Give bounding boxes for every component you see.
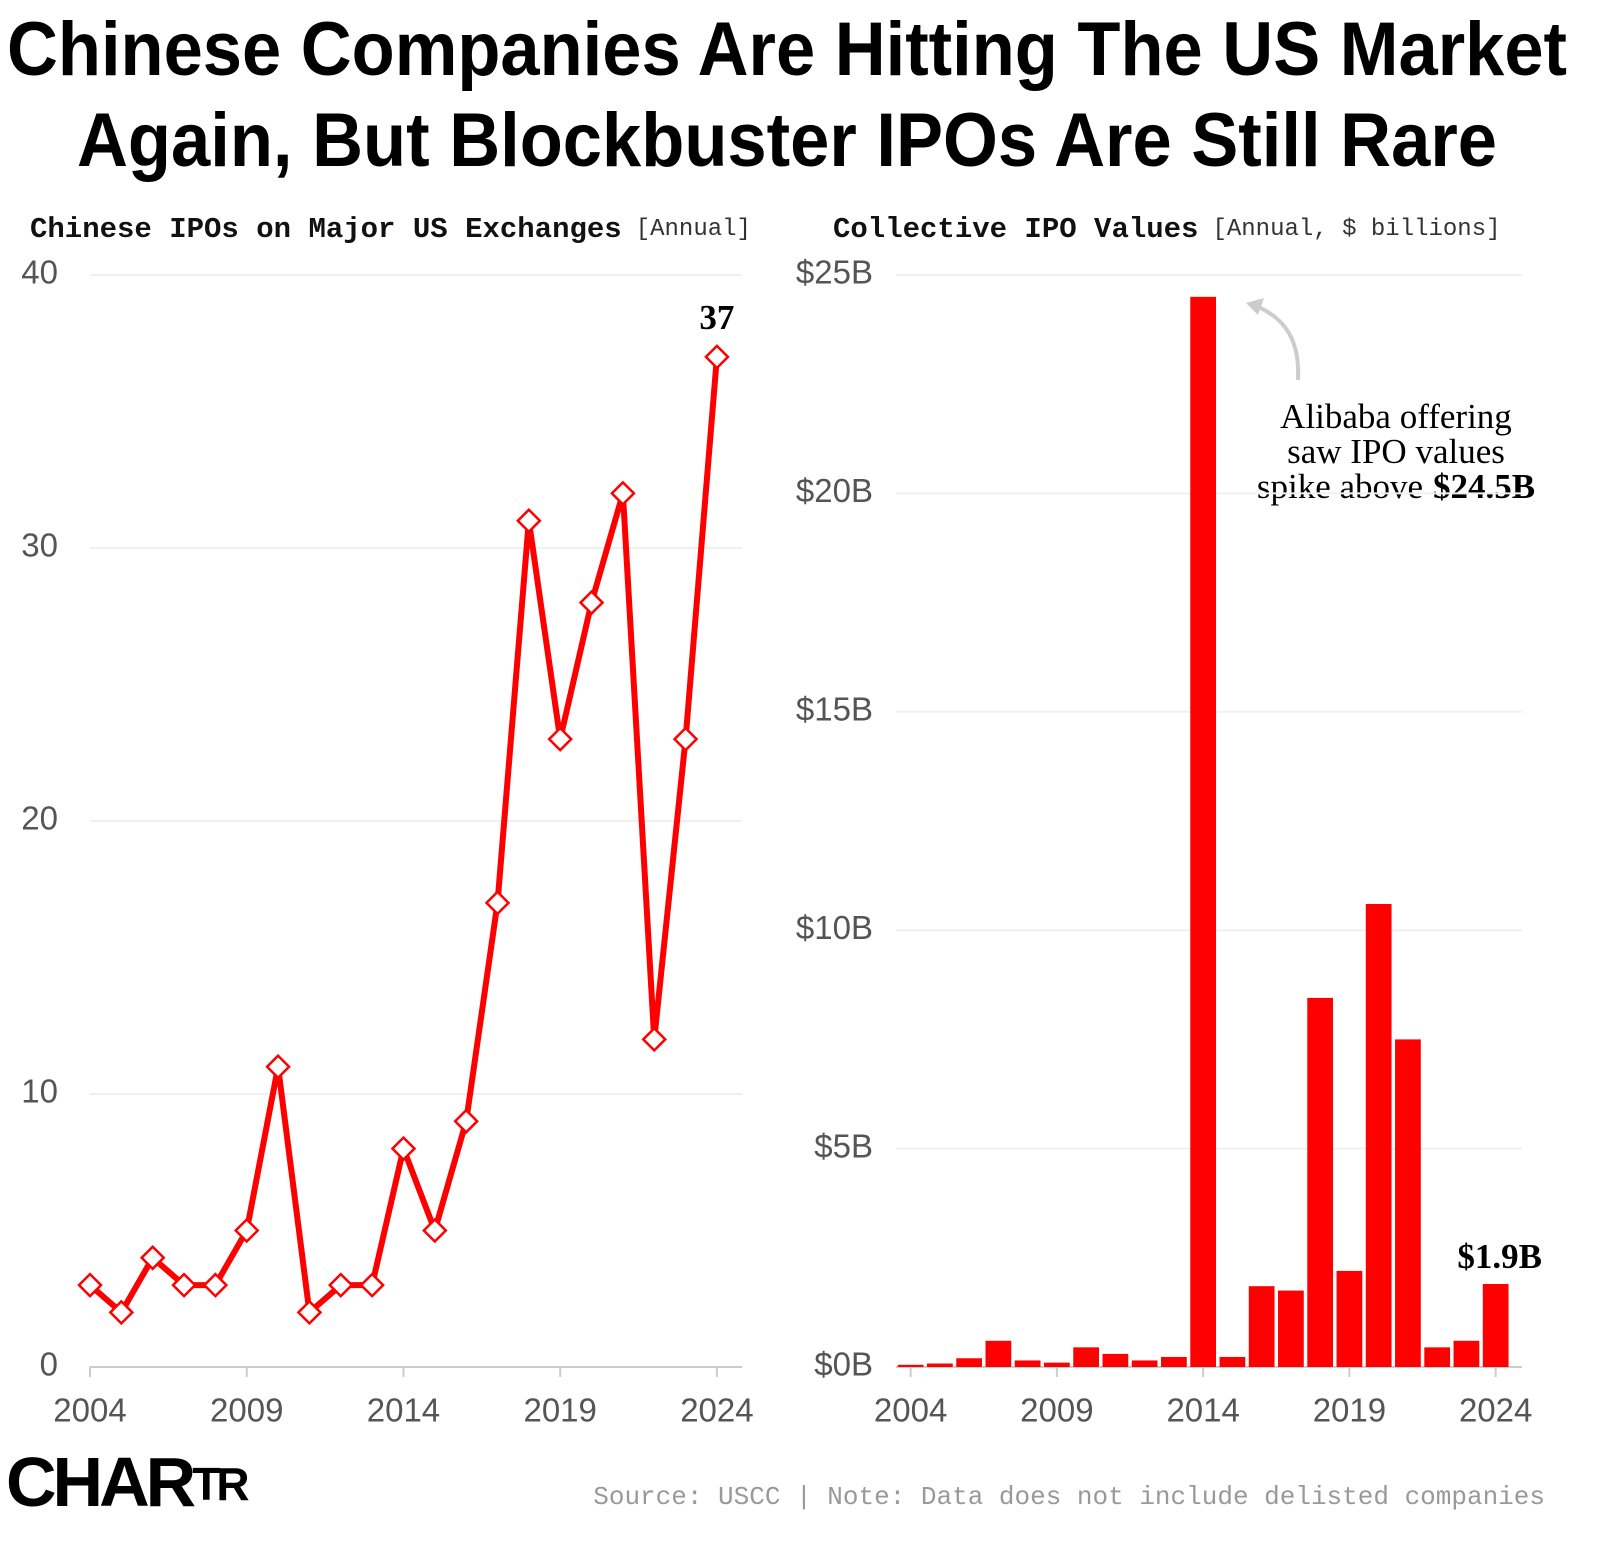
point [171, 1272, 197, 1298]
y-tick-label: $0B [814, 1346, 873, 1383]
brand-part: TR [192, 1458, 249, 1510]
bar [1161, 1356, 1187, 1367]
page-title: Again, But Blockbuster IPOs Are Still Ra… [77, 98, 1497, 183]
x-tick-label: 2004 [53, 1392, 126, 1429]
data-label: $1.9B [1457, 1237, 1542, 1276]
point [390, 1135, 417, 1162]
annotation: spike above $24.5B [1257, 467, 1535, 506]
point [484, 890, 511, 916]
bar [1307, 997, 1334, 1367]
point [233, 1217, 260, 1244]
bar [1219, 1356, 1246, 1367]
x-tick-label: 2014 [367, 1392, 440, 1429]
bar [897, 1364, 924, 1367]
brand-part: CHAR [6, 1443, 196, 1521]
point [108, 1299, 135, 1326]
bar [1395, 1039, 1421, 1367]
bar [1248, 1286, 1275, 1367]
point [202, 1272, 229, 1298]
bar [1278, 1290, 1304, 1367]
source-note: Source: USCC | Note: Data does not inclu… [593, 1482, 1545, 1512]
annotation-text: spike above [1257, 467, 1423, 506]
point [704, 344, 730, 370]
y-tick-label: 40 [21, 254, 58, 291]
bar [1044, 1362, 1070, 1367]
x-tick-label: 2019 [1313, 1392, 1386, 1429]
annotation: Alibaba offering [1280, 397, 1512, 436]
x-tick-label: 2004 [874, 1392, 947, 1429]
point [547, 726, 573, 752]
y-tick-label: 10 [21, 1073, 58, 1110]
point [516, 507, 542, 534]
bar [1190, 296, 1217, 1368]
x-tick-label: 2024 [1459, 1392, 1532, 1429]
bar [1014, 1360, 1041, 1367]
bar [956, 1358, 983, 1367]
bar [1073, 1347, 1100, 1367]
point [578, 589, 605, 616]
point [641, 1026, 667, 1053]
chart-title: Collective IPO Values [Annual, $ billions… [833, 213, 1501, 246]
bar [1131, 1360, 1158, 1367]
point [453, 1108, 479, 1135]
data-label: 37 [699, 298, 734, 337]
point [296, 1299, 323, 1326]
y-tick-label: $10B [796, 909, 873, 946]
point [265, 1053, 291, 1080]
point [77, 1272, 103, 1298]
y-tick-label: 0 [40, 1346, 58, 1383]
x-tick-label: 2009 [210, 1392, 283, 1429]
x-tick-label: 2014 [1166, 1392, 1239, 1429]
annotation-highlight: $24.5B [1433, 467, 1535, 506]
annotation-arrow [1255, 304, 1301, 381]
point [359, 1272, 385, 1298]
x-tick-label: 2024 [680, 1392, 753, 1429]
y-tick-label: $25B [796, 254, 873, 291]
point [672, 726, 699, 752]
bar [985, 1340, 1012, 1367]
chart-title-text: Chinese IPOs on Major US Exchanges [30, 213, 622, 246]
y-tick-label: 30 [21, 527, 58, 564]
y-tick-label: $20B [796, 472, 873, 509]
bar [1482, 1284, 1509, 1367]
page-title: Chinese Companies Are Hitting The US Mar… [7, 7, 1567, 92]
chart-title: Chinese IPOs on Major US Exchanges [Annua… [30, 213, 751, 246]
y-tick-label: 20 [21, 800, 58, 837]
point [328, 1272, 354, 1298]
point [139, 1245, 166, 1271]
brand-logo: CHARTR [6, 1443, 249, 1521]
x-tick-label: 2019 [523, 1392, 596, 1429]
bar [1336, 1270, 1363, 1367]
chart-title-text: Collective IPO Values [833, 213, 1198, 246]
y-tick-label: $5B [814, 1127, 873, 1164]
chart-title-note: [Annual, $ billions] [1212, 216, 1500, 243]
bar [1365, 903, 1392, 1367]
bar [927, 1363, 953, 1367]
y-tick-label: $15B [796, 691, 873, 728]
annotation-arrowhead [1246, 298, 1264, 315]
bar [1102, 1353, 1129, 1367]
chart-title-note: [Annual] [636, 216, 751, 243]
bar [1424, 1347, 1451, 1367]
point [610, 480, 636, 507]
bar [1453, 1340, 1480, 1367]
annotation: saw IPO values [1287, 432, 1505, 471]
point [422, 1217, 448, 1244]
x-tick-label: 2009 [1020, 1392, 1093, 1429]
